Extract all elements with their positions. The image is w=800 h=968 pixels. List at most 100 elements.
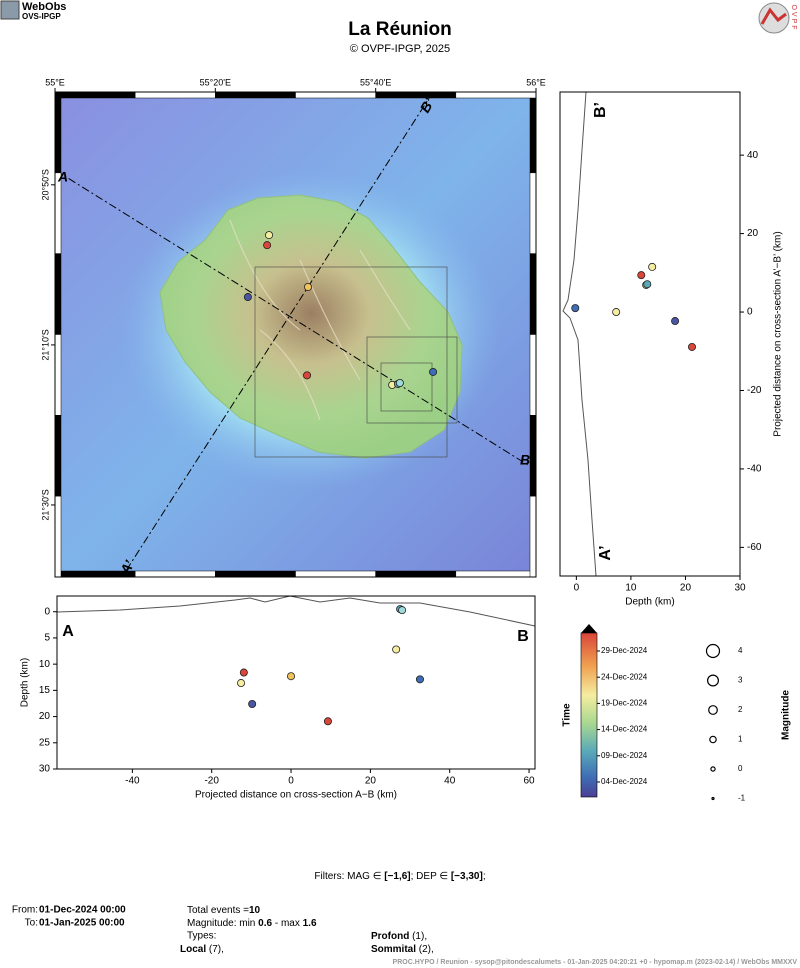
x-tick-label: 60 bbox=[523, 776, 535, 787]
magnitude-label: 4 bbox=[738, 646, 743, 655]
y-tick-label: 5 bbox=[44, 633, 50, 644]
event bbox=[243, 293, 252, 302]
event bbox=[612, 308, 621, 317]
colorbar-tick-label: 29-Dec-2024 bbox=[601, 646, 648, 655]
frame-bar bbox=[529, 91, 537, 174]
magnitude-label: -1 bbox=[738, 794, 746, 803]
zoom-box bbox=[366, 336, 458, 424]
y-tick-label: -60 bbox=[747, 542, 762, 553]
y-tick-label: 20 bbox=[747, 228, 759, 239]
magnitude-symbol bbox=[706, 674, 719, 687]
y-axis-label: Depth (km) bbox=[20, 658, 31, 707]
colorbar-tick-label: 09-Dec-2024 bbox=[601, 751, 648, 760]
magnitude-title: Magnitude bbox=[781, 690, 792, 740]
ridges bbox=[229, 219, 411, 421]
y-axis-label: Projected distance on cross-section A’−B… bbox=[773, 231, 784, 436]
magnitude-symbol bbox=[708, 705, 718, 715]
plot-frame bbox=[56, 595, 536, 770]
section-label: A bbox=[62, 623, 74, 640]
frame-bar bbox=[54, 253, 62, 335]
section-label: B bbox=[520, 452, 530, 468]
frame-bar bbox=[375, 91, 457, 99]
x-tick-label: 40 bbox=[444, 776, 456, 787]
event bbox=[265, 231, 274, 240]
to-label: To: bbox=[25, 918, 38, 929]
event bbox=[263, 241, 272, 250]
type-local: Local (7), bbox=[180, 944, 224, 955]
event bbox=[415, 675, 424, 684]
frame-bar bbox=[529, 415, 537, 497]
colorbar-tick-label: 04-Dec-2024 bbox=[601, 777, 648, 786]
magnitude-label: 3 bbox=[738, 676, 743, 685]
frame-bar bbox=[54, 495, 62, 578]
colorbar-tick-label: 24-Dec-2024 bbox=[601, 672, 648, 681]
colorbar-title: Time bbox=[562, 703, 573, 727]
section-label: A bbox=[57, 169, 68, 185]
x-tick-label: 30 bbox=[734, 583, 746, 594]
chart: 55°E 55°20'E 55°40'E 56°E 20°50'S 21°10'S 21°3… bbox=[40, 77, 545, 578]
y-tick-label: 20 bbox=[39, 711, 51, 722]
y-tick-label: 10 bbox=[39, 659, 51, 670]
event bbox=[237, 679, 246, 688]
section-line-ab bbox=[54, 169, 537, 471]
x-tick-label: 0 bbox=[574, 583, 580, 594]
event bbox=[304, 282, 313, 291]
y-tick-label: 0 bbox=[44, 606, 50, 617]
logo-icon bbox=[0, 0, 20, 20]
filters: Filters: MAG ∈ [−1,6]; DEP ∈ [−3,30]; bbox=[314, 871, 485, 882]
to-value: 01-Jan-2025 00:00 bbox=[39, 918, 125, 929]
event bbox=[571, 304, 580, 313]
frame-bar bbox=[54, 91, 62, 174]
magnitude-range: Magnitude: min 0.6 - max 1.6 bbox=[187, 918, 317, 929]
y-tick-label: 30 bbox=[39, 764, 51, 775]
magnitude-symbol bbox=[711, 796, 715, 801]
colorbar-tick-label: 14-Dec-2024 bbox=[601, 725, 648, 734]
x-tick-label: 55°E bbox=[45, 77, 65, 87]
logo-subtitle: OVS-IPGP bbox=[22, 12, 61, 21]
magnitude-symbol bbox=[709, 735, 717, 744]
plot-frame bbox=[54, 91, 537, 578]
logo-title: WebObs bbox=[22, 1, 66, 13]
frame-bar bbox=[529, 253, 537, 335]
magnitude-symbol bbox=[710, 766, 716, 772]
frame-bar bbox=[295, 570, 376, 578]
frame-bar bbox=[455, 91, 537, 99]
x-axis-label: Projected distance on cross-section A−B … bbox=[195, 790, 397, 801]
chart: 0 10 20 30 -60 -40 -20 0 20 40 Depth (km) Projected… bbox=[559, 91, 784, 608]
y-tick-label: 15 bbox=[39, 685, 51, 696]
section-label: A’ bbox=[597, 545, 614, 560]
frame-bar bbox=[54, 415, 62, 497]
event bbox=[323, 717, 332, 726]
plot-frame bbox=[559, 91, 741, 577]
x-tick-label: -20 bbox=[204, 776, 219, 787]
frame-bar bbox=[375, 570, 457, 578]
event bbox=[637, 271, 646, 280]
x-tick-label: 10 bbox=[625, 583, 637, 594]
frame-bar bbox=[529, 172, 537, 254]
event bbox=[429, 367, 438, 376]
footer: PROC.HYPO / Reunion - sysop@pitondescalu… bbox=[393, 959, 798, 966]
chart: -40 -20 0 20 40 60 0 5 10 15 20 25 30 Projected dista… bbox=[20, 595, 536, 801]
y-tick-label: 0 bbox=[747, 307, 753, 318]
colorbar bbox=[580, 632, 598, 798]
topography-profile bbox=[56, 595, 536, 627]
from-value: 01-Dec-2024 00:00 bbox=[39, 905, 126, 916]
event bbox=[239, 668, 248, 677]
from-label: From: bbox=[12, 905, 38, 916]
x-tick-label: 56°E bbox=[526, 77, 546, 87]
y-tick-label: -20 bbox=[747, 385, 762, 396]
magnitude-label: 0 bbox=[738, 764, 743, 773]
map-background bbox=[54, 91, 537, 578]
x-axis-label: Depth (km) bbox=[625, 597, 674, 608]
frame-bar bbox=[529, 334, 537, 416]
event bbox=[643, 280, 652, 289]
frame-bar bbox=[54, 172, 62, 254]
total-events: Total events =10 bbox=[187, 905, 261, 916]
x-tick-label: 20 bbox=[680, 583, 692, 594]
y-tick-label: 21°30'S bbox=[40, 489, 50, 520]
topography-profile bbox=[562, 91, 597, 577]
event bbox=[688, 342, 697, 351]
island bbox=[159, 194, 463, 459]
frame-bar bbox=[215, 91, 296, 99]
